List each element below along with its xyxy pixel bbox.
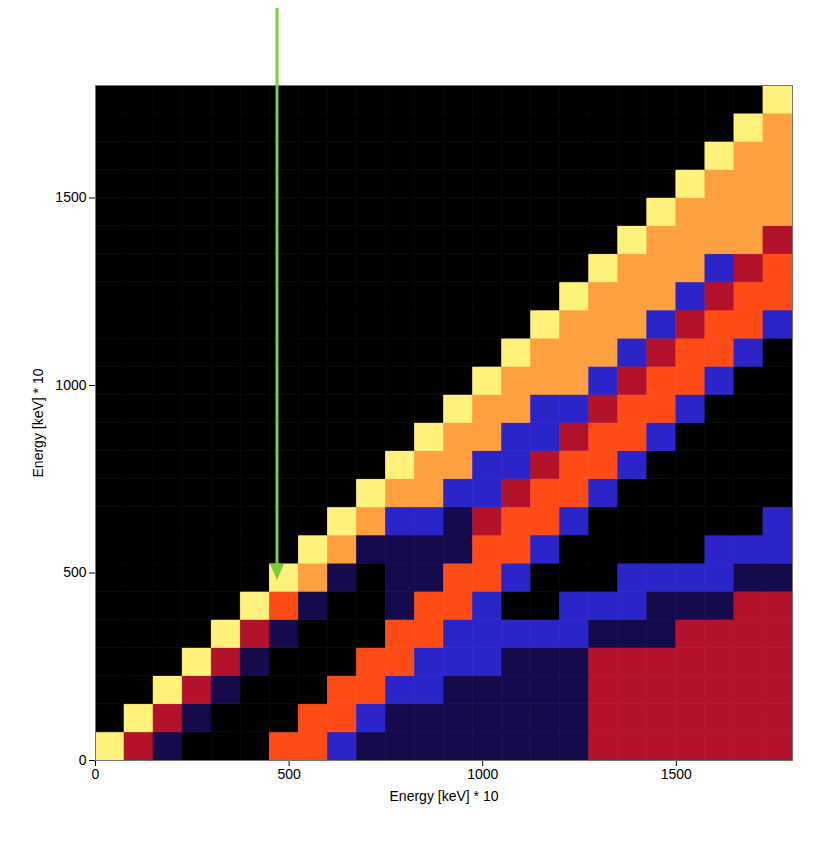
svg-text:Energy [keV] * 10: Energy [keV] * 10 bbox=[30, 368, 46, 477]
svg-text:500: 500 bbox=[63, 564, 87, 580]
svg-text:1000: 1000 bbox=[55, 377, 86, 393]
svg-text:0: 0 bbox=[92, 766, 100, 782]
svg-text:1000: 1000 bbox=[467, 766, 498, 782]
svg-text:0: 0 bbox=[79, 752, 87, 768]
svg-text:1500: 1500 bbox=[55, 189, 86, 205]
svg-text:1500: 1500 bbox=[661, 766, 692, 782]
svg-text:Energy [keV] * 10: Energy [keV] * 10 bbox=[390, 788, 499, 804]
svg-text:500: 500 bbox=[277, 766, 301, 782]
